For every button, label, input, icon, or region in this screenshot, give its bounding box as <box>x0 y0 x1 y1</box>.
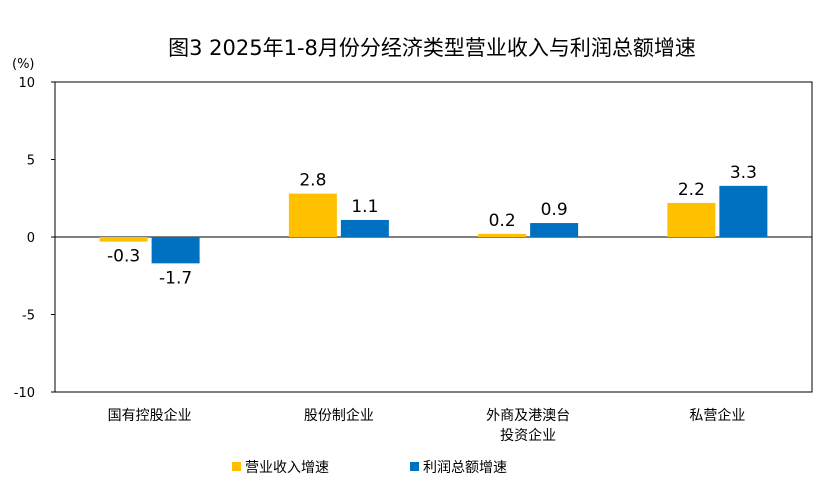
y-tick-label: 0 <box>27 231 35 246</box>
bar-profit <box>530 223 579 237</box>
x-category-label: 外商及港澳台 <box>486 408 570 424</box>
data-label: 0.2 <box>489 211 516 231</box>
data-label: -0.3 <box>107 247 140 267</box>
data-label: 2.2 <box>678 180 705 200</box>
bar-revenue <box>478 233 527 237</box>
x-category-label: 私营企业 <box>689 407 745 424</box>
bar-revenue <box>99 237 148 242</box>
y-tick-label: 5 <box>27 154 35 169</box>
x-category-label: 股份制企业 <box>304 407 374 424</box>
x-category-label: 投资企业 <box>500 427 556 444</box>
data-label: 1.1 <box>351 197 378 217</box>
bar-profit <box>151 237 200 264</box>
y-axis-unit: (%) <box>12 57 35 72</box>
data-label: 2.8 <box>299 171 326 191</box>
data-label: 0.9 <box>541 200 568 220</box>
bar-revenue <box>288 193 337 237</box>
legend-label: 利润总额增速 <box>423 460 507 476</box>
chart-title: 图3 2025年1-8月份分经济类型营业收入与利润总额增速 <box>168 36 696 60</box>
legend-label: 营业收入增速 <box>245 460 329 476</box>
x-category-label: 国有控股企业 <box>108 407 192 424</box>
bar-revenue <box>667 202 716 237</box>
bar-profit <box>340 219 389 237</box>
legend-swatch <box>232 462 241 471</box>
legend-swatch <box>410 462 419 471</box>
y-tick-label: 10 <box>18 76 35 91</box>
y-tick-label: -5 <box>22 309 35 324</box>
data-label: 3.3 <box>730 163 757 183</box>
data-label: -1.7 <box>159 268 192 288</box>
y-tick-label: -10 <box>14 386 35 401</box>
bar-profit <box>719 185 768 237</box>
